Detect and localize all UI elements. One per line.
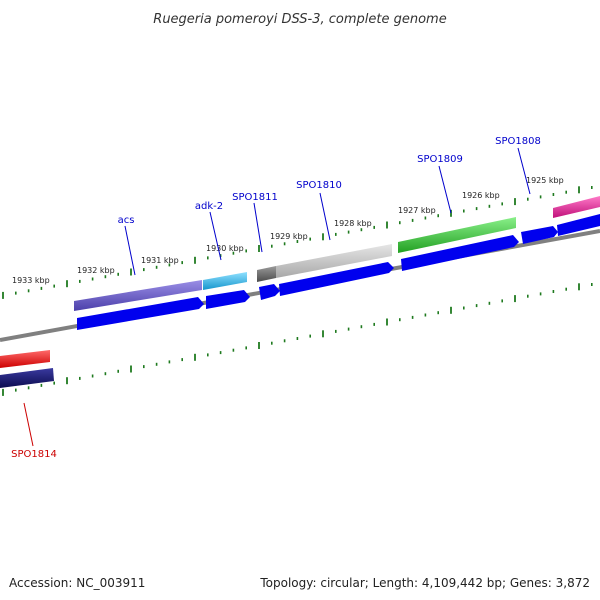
scale-label-1925: 1925 kbp <box>526 176 564 185</box>
label-leaders <box>124 147 531 276</box>
cds-arrow-spo1808[interactable] <box>521 226 558 244</box>
map-title: Ruegeria pomeroyi DSS-3, complete genome <box>153 12 446 27</box>
feature-adk-2[interactable] <box>203 272 247 290</box>
cds-spo1814[interactable] <box>0 368 54 388</box>
scale-ticks-upper <box>2 186 593 299</box>
gene-label-spo1811[interactable]: SPO1811 <box>232 192 278 203</box>
scale-label-1932: 1932 kbp <box>77 266 115 275</box>
genome-summary-text: Topology: circular; Length: 4,109,442 bp… <box>259 576 590 590</box>
scale-label-1928: 1928 kbp <box>334 219 372 228</box>
feature-spo1810[interactable] <box>276 244 392 278</box>
scale-label-1926: 1926 kbp <box>462 191 500 200</box>
gene-label-spo1809[interactable]: SPO1809 <box>417 154 463 165</box>
feature-spo1811[interactable] <box>257 266 276 282</box>
cds-arrow-adk-2[interactable] <box>206 290 250 309</box>
gene-label-spo1810[interactable]: SPO1810 <box>296 180 342 191</box>
scale-label-1930: 1930 kbp <box>206 244 244 253</box>
cds-arrow-next[interactable] <box>557 214 600 236</box>
scale-label-1929: 1929 kbp <box>270 232 308 241</box>
feature-spo1809[interactable] <box>398 217 516 253</box>
cds-arrow-spo1809[interactable] <box>401 235 519 271</box>
scale-label-1927: 1927 kbp <box>398 206 436 215</box>
cds-arrow-acs[interactable] <box>77 297 204 330</box>
scale-ticks-lower <box>2 283 593 396</box>
gene-label-adk-2[interactable]: adk-2 <box>195 201 223 212</box>
gene-label-acs[interactable]: acs <box>118 215 135 226</box>
feature-acs[interactable] <box>74 280 202 311</box>
scale-label-1931: 1931 kbp <box>141 256 179 265</box>
label-leader-spo1814 <box>23 402 34 447</box>
feature-spo1814[interactable] <box>0 350 50 368</box>
accession-text: Accession: NC_003911 <box>9 576 145 590</box>
cds-arrow-spo1810[interactable] <box>279 262 394 296</box>
cds-arrow-spo1811[interactable] <box>259 284 280 300</box>
gene-label-spo1814[interactable]: SPO1814 <box>11 449 57 460</box>
feature-spo1808[interactable] <box>553 196 600 218</box>
gene-label-spo1808[interactable]: SPO1808 <box>495 136 541 147</box>
scale-label-1933: 1933 kbp <box>12 276 50 285</box>
